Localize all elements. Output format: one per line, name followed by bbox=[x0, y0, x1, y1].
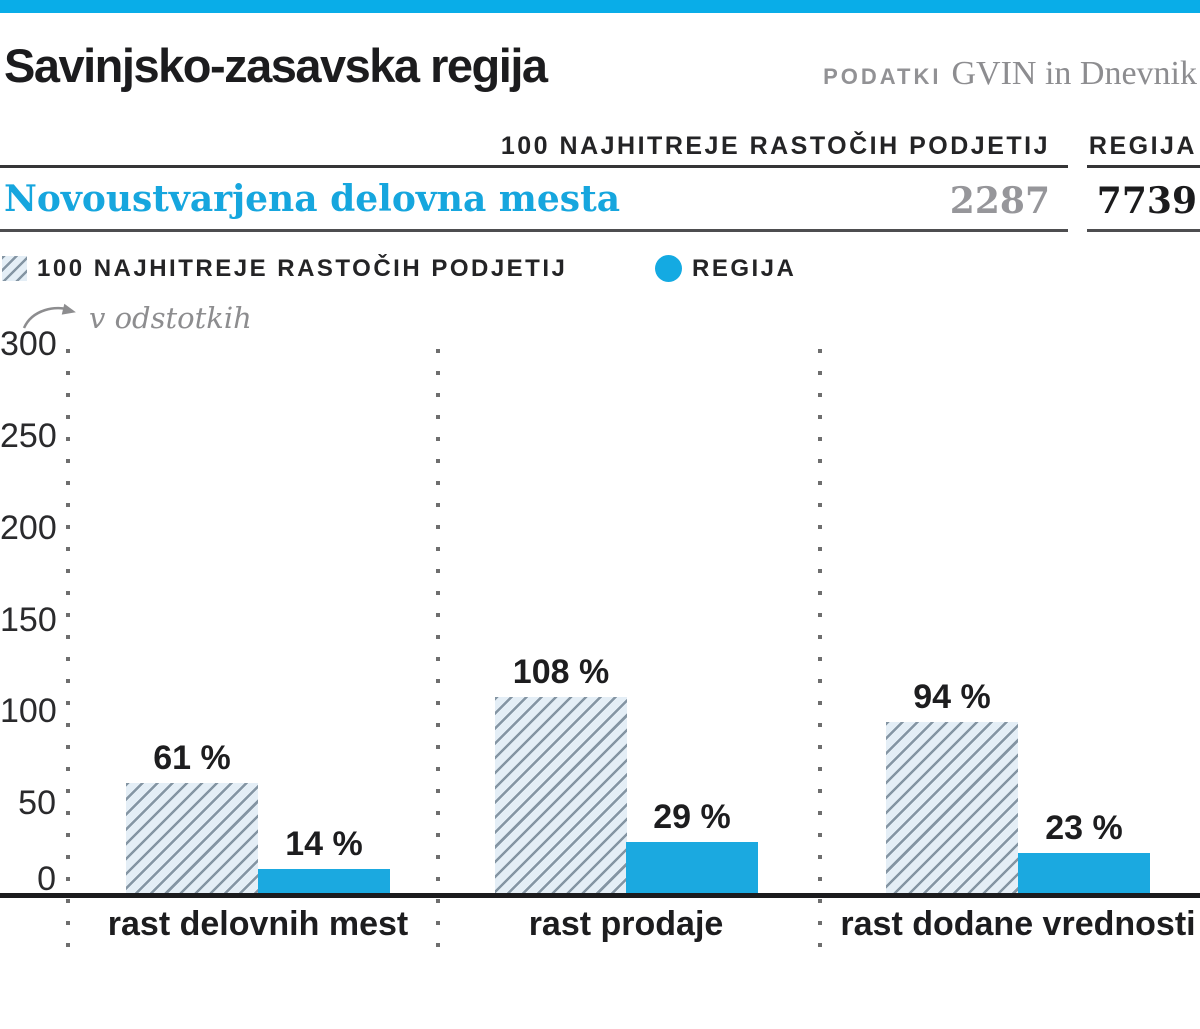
axis-unit-note: v odstotkih bbox=[89, 301, 252, 335]
bar-solid-3 bbox=[1018, 853, 1150, 895]
bar-value-label: 61 % bbox=[153, 739, 231, 777]
bar-value-label: 14 % bbox=[285, 825, 363, 863]
table-row-label: Novoustvarjena delovna mesta bbox=[4, 178, 621, 220]
legend-label-region: REGIJA bbox=[692, 255, 797, 282]
source-credit: PODATKI GVIN in Dnevnik bbox=[823, 55, 1197, 93]
legend-hatched-swatch-icon bbox=[2, 256, 27, 281]
dotted-separator-line bbox=[66, 349, 70, 950]
source-name: GVIN in Dnevnik bbox=[951, 55, 1197, 92]
category-label: rast prodaje bbox=[528, 905, 724, 943]
table-value-companies: 2287 bbox=[949, 180, 1050, 222]
dotted-separator-line bbox=[436, 349, 440, 950]
y-axis-tick-label: 150 bbox=[0, 601, 57, 639]
bar-hatched-2 bbox=[495, 697, 627, 895]
source-prefix: PODATKI bbox=[823, 64, 942, 89]
bar-value-label: 108 % bbox=[512, 653, 610, 691]
dotted-separator-line bbox=[818, 349, 822, 950]
x-axis-line bbox=[0, 893, 1200, 898]
bar-solid-1 bbox=[258, 869, 390, 895]
y-axis-tick-label: 250 bbox=[0, 417, 57, 455]
legend-label-companies: 100 NAJHITREJE RASTOČIH PODJETIJ bbox=[37, 255, 568, 282]
y-axis-tick-label: 300 bbox=[0, 325, 57, 363]
bar-value-label: 23 % bbox=[1045, 809, 1123, 847]
bar-value-label: 94 % bbox=[913, 678, 991, 716]
divider-line bbox=[1087, 229, 1200, 232]
bar-hatched-1 bbox=[126, 783, 258, 895]
category-label: rast dodane vrednosti bbox=[840, 905, 1196, 943]
top-banner bbox=[0, 0, 1200, 13]
category-label: rast delovnih mest bbox=[107, 905, 409, 943]
bar-solid-2 bbox=[626, 842, 758, 895]
y-axis-tick-label: 50 bbox=[18, 784, 56, 822]
legend-circle-icon bbox=[655, 255, 682, 282]
y-axis-tick-label: 200 bbox=[0, 509, 57, 547]
divider-line bbox=[0, 165, 1068, 168]
page-title: Savinjsko-zasavska regija bbox=[4, 39, 548, 92]
table-header-region: REGIJA bbox=[1088, 132, 1197, 160]
table-value-region: 7739 bbox=[1096, 180, 1197, 222]
divider-line bbox=[1087, 165, 1200, 168]
y-axis-tick-label: 0 bbox=[37, 860, 56, 898]
table-header-companies: 100 NAJHITREJE RASTOČIH PODJETIJ bbox=[500, 132, 1050, 160]
curved-arrow-icon bbox=[22, 303, 76, 329]
divider-line bbox=[0, 229, 1068, 232]
y-axis-tick-label: 100 bbox=[0, 692, 57, 730]
bar-hatched-3 bbox=[886, 722, 1018, 895]
bar-value-label: 29 % bbox=[653, 798, 731, 836]
